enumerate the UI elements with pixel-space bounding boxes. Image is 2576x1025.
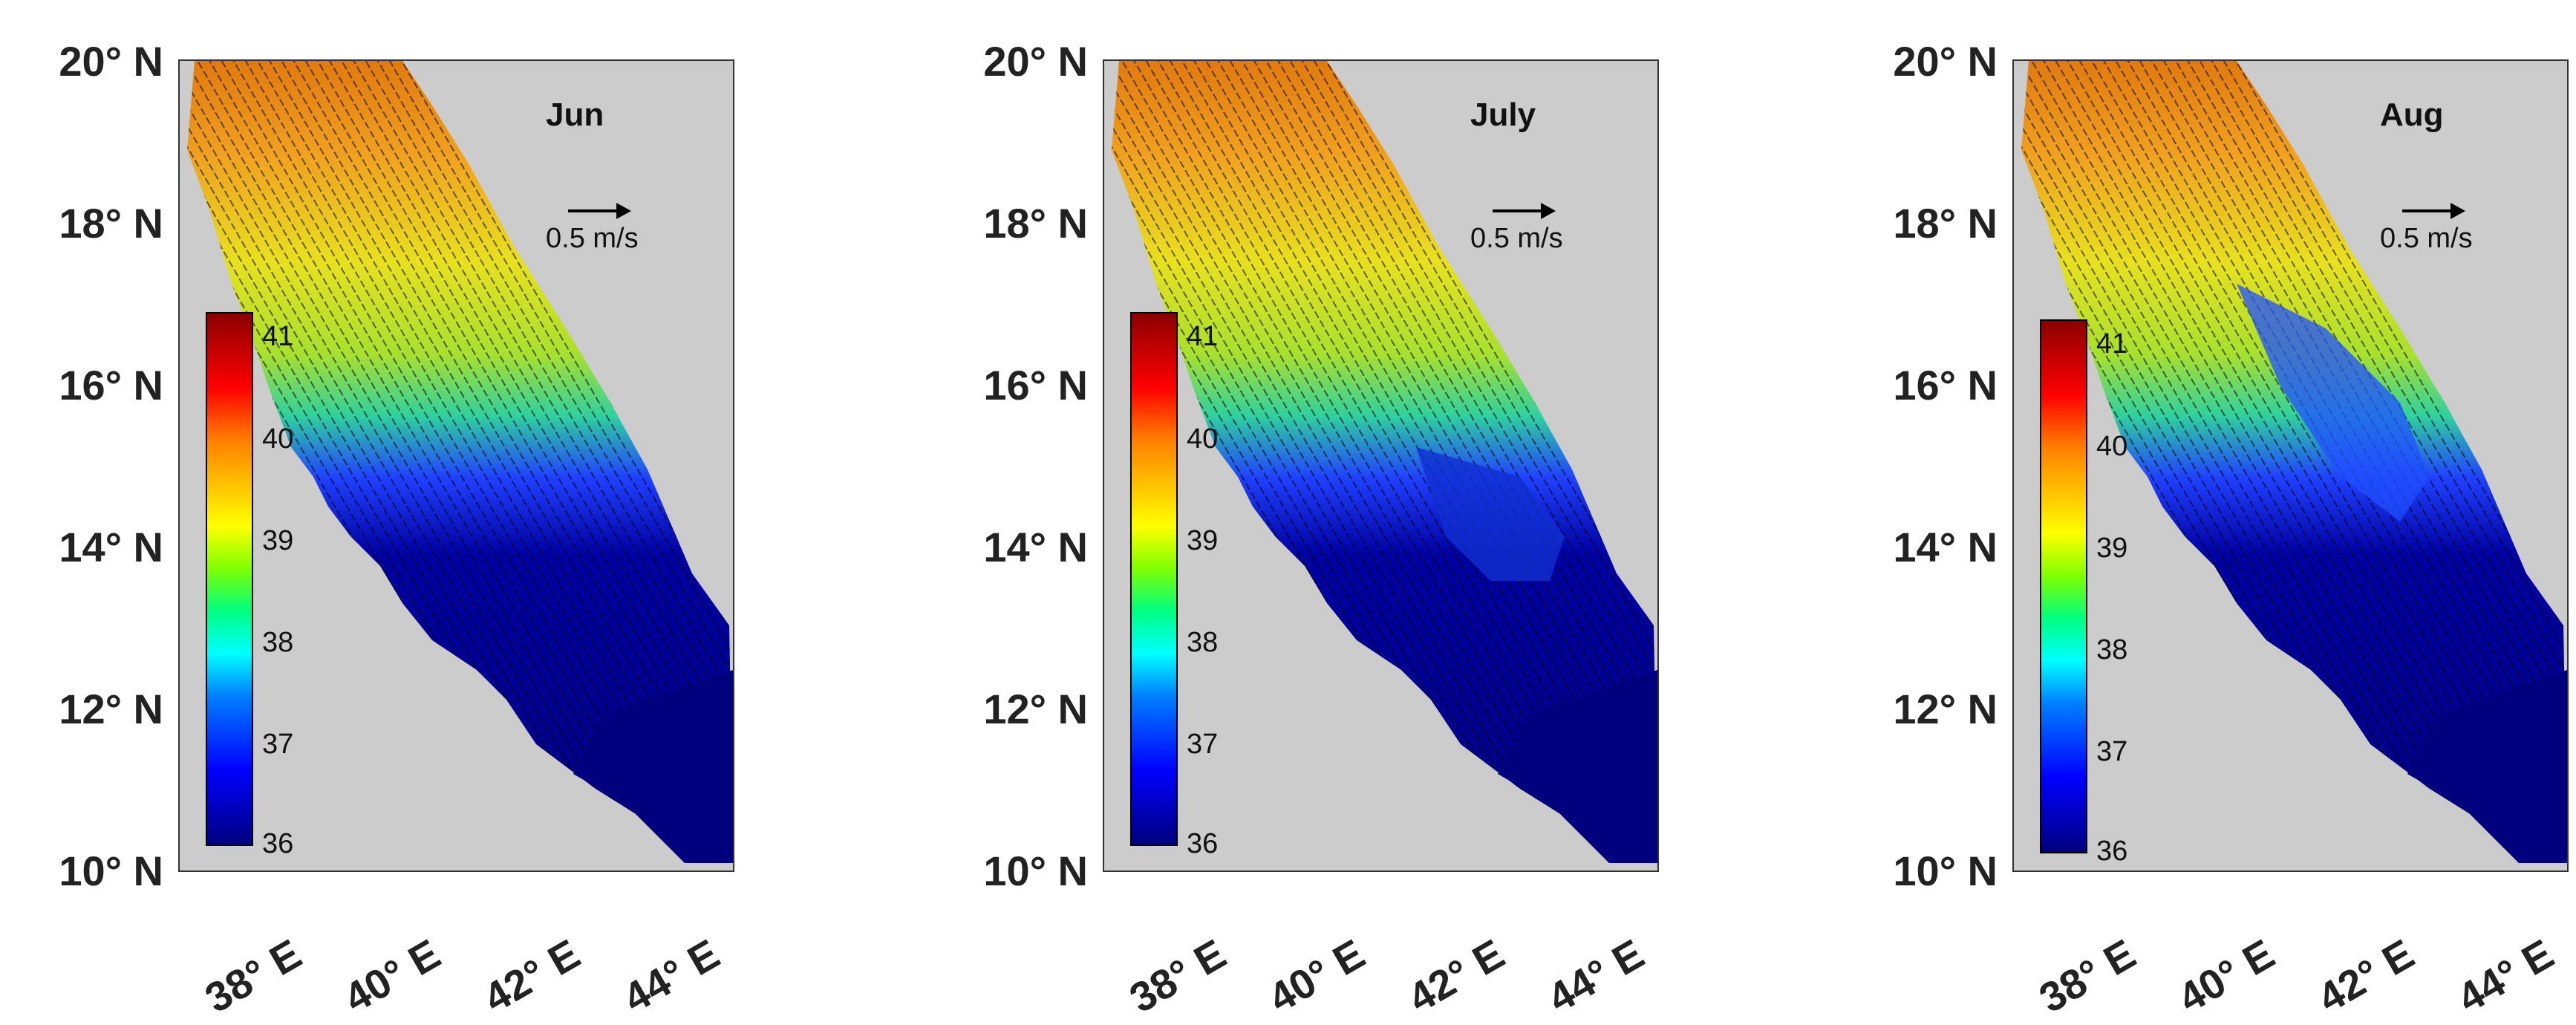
lat-label: 18° N [1893, 200, 1998, 247]
colorbar-tick: 36 [262, 828, 294, 859]
lat-label: 10° N [59, 847, 163, 894]
reference-arrow [1493, 209, 1545, 212]
reference-arrow [568, 209, 620, 212]
colorbar-tick: 40 [1187, 423, 1219, 455]
lon-label: 40° E [1260, 930, 1373, 1022]
map-area [1103, 59, 1659, 872]
panel-jun: 20° N 18° N 16° N 14° N 12° N 10° N Jun … [0, 0, 854, 1025]
lon-label: 44° E [2449, 930, 2562, 1022]
reference-arrow-head [2451, 203, 2465, 219]
panel-aug: 20° N 18° N 16° N 14° N 12° N 10° N Aug … [1834, 0, 2576, 1025]
lon-label: 38° E [1121, 930, 1234, 1022]
colorbar-tick: 38 [1187, 627, 1219, 658]
lat-label: 12° N [983, 686, 1088, 732]
lat-label: 20° N [983, 38, 1088, 85]
salinity-velocity-field [187, 61, 733, 863]
colorbar [1130, 312, 1178, 846]
colorbar-tick: 37 [2096, 736, 2128, 767]
lat-label: 18° N [59, 200, 163, 247]
lat-label: 20° N [1893, 38, 1998, 85]
colorbar-tick: 41 [2096, 328, 2128, 359]
map-area [178, 59, 734, 872]
colorbar-tick: 37 [262, 729, 294, 760]
month-label: July [1470, 97, 1536, 133]
lon-label: 38° E [197, 930, 310, 1022]
map-area [2012, 59, 2569, 872]
colorbar [2040, 319, 2087, 853]
lat-label: 12° N [1893, 686, 1998, 732]
salinity-velocity-field [2021, 61, 2567, 863]
salinity-velocity-field [1112, 61, 1657, 863]
lat-label: 10° N [1893, 847, 1998, 894]
lon-label: 42° E [475, 930, 588, 1022]
month-label: Aug [2380, 97, 2444, 133]
colorbar-tick: 39 [2096, 533, 2128, 564]
colorbar [206, 312, 253, 846]
lat-label: 14° N [59, 524, 163, 570]
reference-vector-label: 0.5 m/s [546, 223, 639, 254]
lon-label: 42° E [2309, 930, 2422, 1022]
colorbar-tick: 41 [1187, 321, 1219, 352]
lon-label: 42° E [1400, 930, 1513, 1022]
colorbar-tick: 38 [2096, 634, 2128, 666]
lat-label: 16° N [1893, 362, 1998, 409]
colorbar-tick: 37 [1187, 729, 1219, 760]
lon-label: 40° E [336, 930, 449, 1022]
lat-label: 14° N [983, 524, 1088, 570]
lat-label: 16° N [983, 362, 1088, 409]
lat-label: 18° N [983, 200, 1088, 247]
colorbar-tick: 39 [1187, 525, 1219, 556]
reference-arrow-head [616, 203, 631, 219]
lat-label: 20° N [59, 38, 163, 85]
lon-label: 44° E [615, 930, 728, 1022]
lon-label: 38° E [2031, 930, 2144, 1022]
lat-label: 14° N [1893, 524, 1998, 570]
colorbar-tick: 36 [1187, 828, 1219, 859]
reference-arrow [2402, 209, 2454, 212]
colorbar-tick: 40 [262, 423, 294, 455]
colorbar-tick: 36 [2096, 836, 2128, 867]
month-label: Jun [546, 97, 604, 133]
colorbar-tick: 39 [262, 525, 294, 556]
reference-vector-label: 0.5 m/s [1470, 223, 1563, 254]
lat-label: 16° N [59, 362, 163, 409]
colorbar-tick: 38 [262, 627, 294, 658]
lat-label: 12° N [59, 686, 163, 732]
colorbar-tick: 41 [262, 321, 294, 352]
colorbar-tick: 40 [2096, 431, 2128, 462]
panel-july: 20° N 18° N 16° N 14° N 12° N 10° N July… [925, 0, 1778, 1025]
lat-label: 10° N [983, 847, 1088, 894]
reference-arrow-head [1541, 203, 1556, 219]
reference-vector-label: 0.5 m/s [2380, 223, 2473, 254]
lon-label: 40° E [2170, 930, 2283, 1022]
lon-label: 44° E [1539, 930, 1652, 1022]
